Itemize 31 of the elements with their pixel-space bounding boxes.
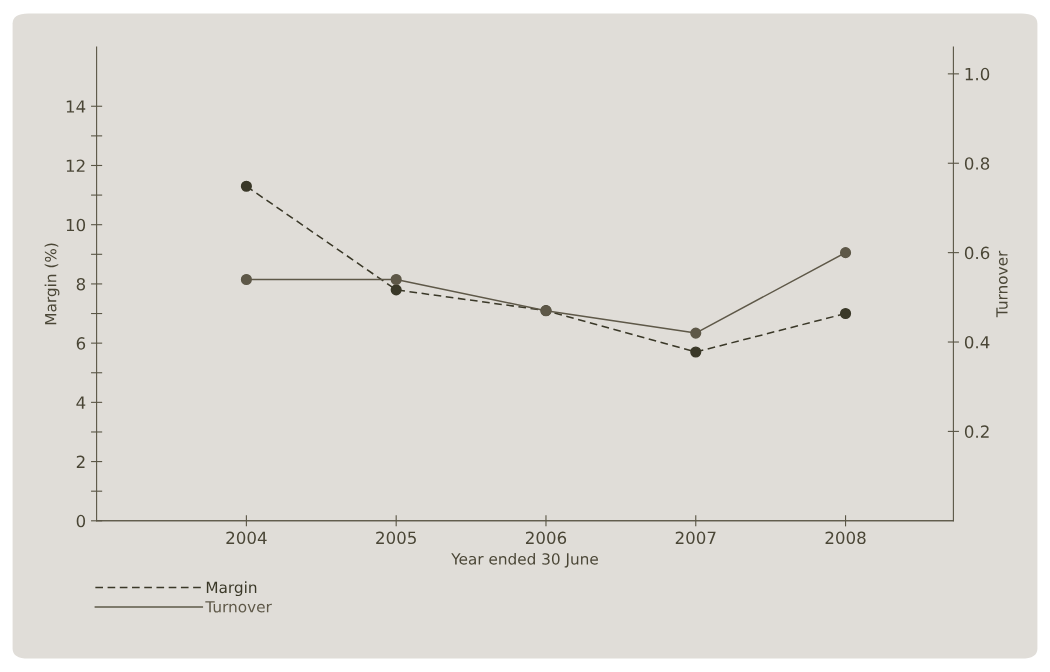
y2-tick-label: 0.2 [964, 425, 989, 438]
y-tick-label: 4 [76, 396, 86, 409]
y-tick-label: 8 [76, 277, 86, 291]
y2-tick-label: 0.6 [964, 246, 990, 260]
text: 1.0 [965, 67, 990, 81]
y-axis-title: Margin (%) [44, 243, 60, 325]
point [390, 273, 402, 286]
point [240, 273, 252, 286]
point [240, 180, 252, 192]
point [690, 327, 702, 339]
x-tick-label: 2006 [525, 531, 567, 545]
y2-axis-title: Turnover [996, 250, 1008, 318]
point [690, 346, 702, 358]
point [390, 284, 402, 296]
point [839, 307, 852, 320]
x-tick-label: 2004 [226, 531, 267, 545]
y-tick-label: 14 [66, 100, 86, 113]
point [839, 247, 852, 259]
y-tick-label: 2 [76, 455, 85, 468]
x-tick-label: 2007 [675, 531, 716, 545]
text: Turnover [205, 601, 272, 613]
text: Margin [206, 581, 257, 597]
y-tick-label: 10 [66, 218, 86, 232]
x-tick-label: 2005 [376, 531, 416, 545]
x-tick-label: 2008 [825, 531, 866, 545]
y2-tick-label: 0.8 [964, 157, 990, 170]
y-tick-label: 12 [66, 159, 85, 172]
y-tick-label: 6 [76, 337, 86, 350]
y2-tick-label: 0.4 [964, 335, 990, 349]
x-axis-title: Year ended 30 June [451, 552, 598, 568]
y-tick-label: 0 [76, 514, 86, 528]
